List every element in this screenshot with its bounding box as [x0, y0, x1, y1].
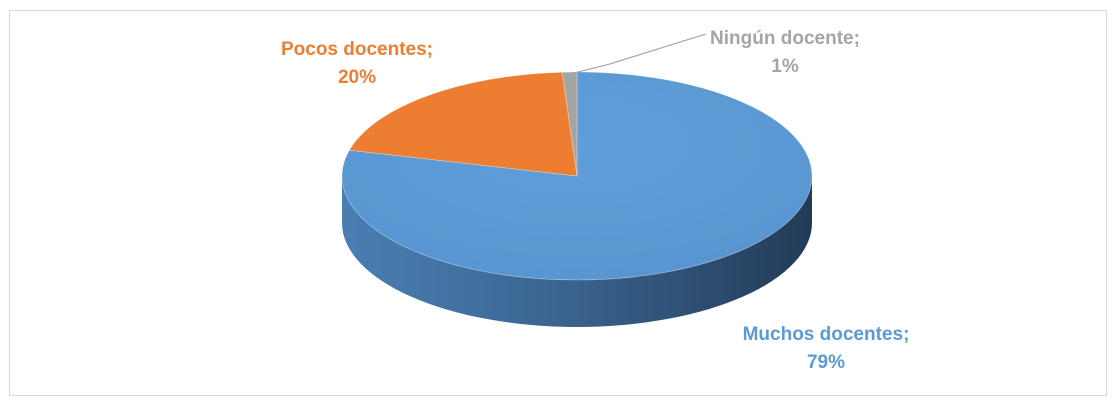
data-label-value: 20%: [338, 67, 376, 88]
pie-top: [341, 71, 813, 281]
data-label-value: 79%: [807, 352, 845, 373]
chart-area: Muchos docentes; 79% Pocos docentes; 20% Nin…: [9, 10, 1107, 396]
pie-side-muchos-docentes: [342, 176, 812, 327]
data-label-name: Muchos docentes;: [743, 324, 910, 345]
pie-chart: Muchos docentes; 79% Pocos docentes; 20% Nin…: [281, 28, 909, 373]
pie-side: [342, 176, 812, 327]
data-label-ningun-docente: Ningún docente; 1%: [710, 28, 860, 77]
leader-line-ningun-docente: [569, 33, 706, 75]
pie-slice-muchos-docentes: [341, 71, 813, 281]
pie-labels: Muchos docentes; 79% Pocos docentes; 20% Nin…: [281, 28, 909, 373]
pie-slice-pocos-docentes: [348, 71, 578, 177]
data-label-muchos-docentes: Muchos docentes; 79%: [743, 324, 910, 373]
data-label-name: Ningún docente;: [710, 28, 860, 49]
data-label-pocos-docentes: Pocos docentes; 20%: [281, 39, 433, 88]
data-label-name: Pocos docentes;: [281, 39, 433, 60]
data-label-value: 1%: [771, 56, 799, 77]
